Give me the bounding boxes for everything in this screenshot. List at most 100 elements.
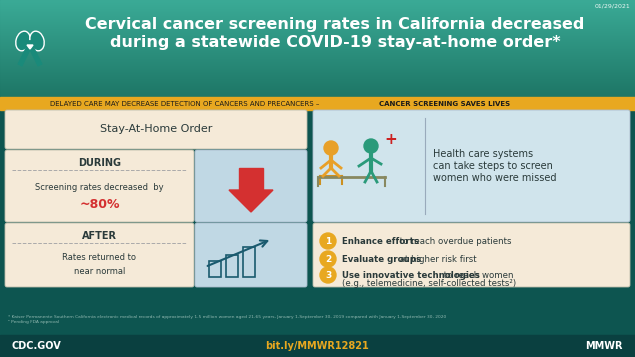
Bar — [0, 12, 635, 13]
Bar — [0, 69, 635, 70]
Bar — [0, 36, 635, 37]
Bar — [0, 38, 635, 39]
Bar — [0, 105, 635, 106]
Bar — [0, 68, 635, 69]
Bar — [0, 43, 635, 44]
Bar — [0, 80, 635, 81]
Bar — [0, 83, 635, 84]
Bar — [0, 35, 635, 36]
Bar — [209, 261, 221, 277]
FancyBboxPatch shape — [195, 150, 307, 222]
Text: CDC.GOV: CDC.GOV — [12, 341, 62, 351]
Text: DELAYED CARE MAY DECREASE DETECTION OF CANCERS AND PRECANCERS –: DELAYED CARE MAY DECREASE DETECTION OF C… — [50, 101, 322, 106]
Bar — [0, 53, 635, 54]
Bar — [0, 39, 635, 40]
Bar — [0, 73, 635, 74]
Bar — [0, 59, 635, 60]
Bar — [0, 58, 635, 59]
Bar — [0, 1, 635, 2]
Bar — [0, 54, 635, 55]
Bar — [0, 65, 635, 66]
Bar — [0, 104, 635, 105]
Text: ~80%: ~80% — [79, 197, 120, 211]
Bar — [0, 77, 635, 78]
Bar — [0, 13, 635, 14]
Bar — [0, 2, 635, 3]
Bar — [0, 15, 635, 16]
Polygon shape — [27, 45, 33, 49]
Bar — [0, 41, 635, 42]
Bar — [0, 10, 635, 11]
Text: women who were missed: women who were missed — [433, 173, 556, 183]
Bar — [0, 71, 635, 72]
Bar — [0, 94, 635, 95]
Text: Cervical cancer screening rates in California decreased: Cervical cancer screening rates in Calif… — [85, 16, 585, 31]
Bar — [0, 91, 635, 92]
Bar — [0, 81, 635, 82]
Polygon shape — [229, 190, 273, 212]
Bar — [0, 95, 635, 96]
Bar — [0, 46, 635, 47]
Bar — [0, 37, 635, 38]
Text: 3: 3 — [325, 271, 331, 280]
Bar — [0, 3, 635, 4]
Bar — [0, 11, 635, 12]
FancyBboxPatch shape — [5, 150, 194, 222]
Bar — [0, 8, 635, 9]
FancyBboxPatch shape — [313, 223, 630, 287]
Bar — [0, 72, 635, 73]
Ellipse shape — [16, 31, 30, 51]
Bar — [0, 75, 635, 76]
Bar — [0, 9, 635, 10]
Circle shape — [320, 267, 336, 283]
Bar — [0, 90, 635, 91]
Bar — [0, 61, 635, 62]
Bar — [0, 19, 635, 20]
Bar — [0, 49, 635, 50]
Bar — [0, 70, 635, 71]
Bar — [0, 60, 635, 61]
Bar — [0, 57, 635, 58]
Bar — [0, 5, 635, 6]
Bar — [0, 103, 635, 104]
Bar — [0, 25, 635, 26]
Circle shape — [320, 251, 336, 267]
Bar — [0, 99, 635, 100]
Bar — [0, 64, 635, 65]
Bar — [226, 255, 238, 277]
Bar — [0, 30, 635, 31]
Bar — [0, 74, 635, 75]
Bar — [0, 93, 635, 94]
Text: Use innovative technologies: Use innovative technologies — [342, 271, 480, 280]
Text: Screening rates decreased  by: Screening rates decreased by — [35, 182, 164, 191]
Bar — [0, 45, 635, 46]
Text: during a statewide COVID-19 stay-at-home order*: during a statewide COVID-19 stay-at-home… — [110, 35, 560, 50]
Text: DURING: DURING — [78, 158, 121, 168]
Bar — [0, 42, 635, 43]
FancyBboxPatch shape — [195, 223, 307, 287]
Bar — [0, 63, 635, 64]
Bar — [0, 22, 635, 23]
Bar — [0, 40, 635, 41]
Bar — [0, 85, 635, 86]
Bar — [0, 44, 635, 45]
Bar — [0, 335, 635, 357]
Text: Enhance efforts: Enhance efforts — [342, 236, 419, 246]
Text: CANCER SCREENING SAVES LIVES: CANCER SCREENING SAVES LIVES — [380, 101, 511, 106]
Bar — [0, 100, 635, 101]
Bar — [0, 31, 635, 32]
Text: MMWR: MMWR — [585, 341, 623, 351]
Text: Stay-At-Home Order: Stay-At-Home Order — [100, 125, 212, 135]
Text: to reach overdue patients: to reach overdue patients — [397, 236, 511, 246]
Bar — [0, 101, 635, 102]
Text: bit.ly/MMWR12821: bit.ly/MMWR12821 — [265, 341, 369, 351]
Polygon shape — [239, 168, 263, 190]
Bar — [0, 87, 635, 88]
Bar — [0, 0, 635, 1]
Bar — [0, 55, 635, 56]
Text: near normal: near normal — [74, 267, 125, 277]
Circle shape — [364, 139, 378, 153]
Bar — [0, 14, 635, 15]
Bar — [0, 62, 635, 63]
Bar — [0, 32, 635, 33]
